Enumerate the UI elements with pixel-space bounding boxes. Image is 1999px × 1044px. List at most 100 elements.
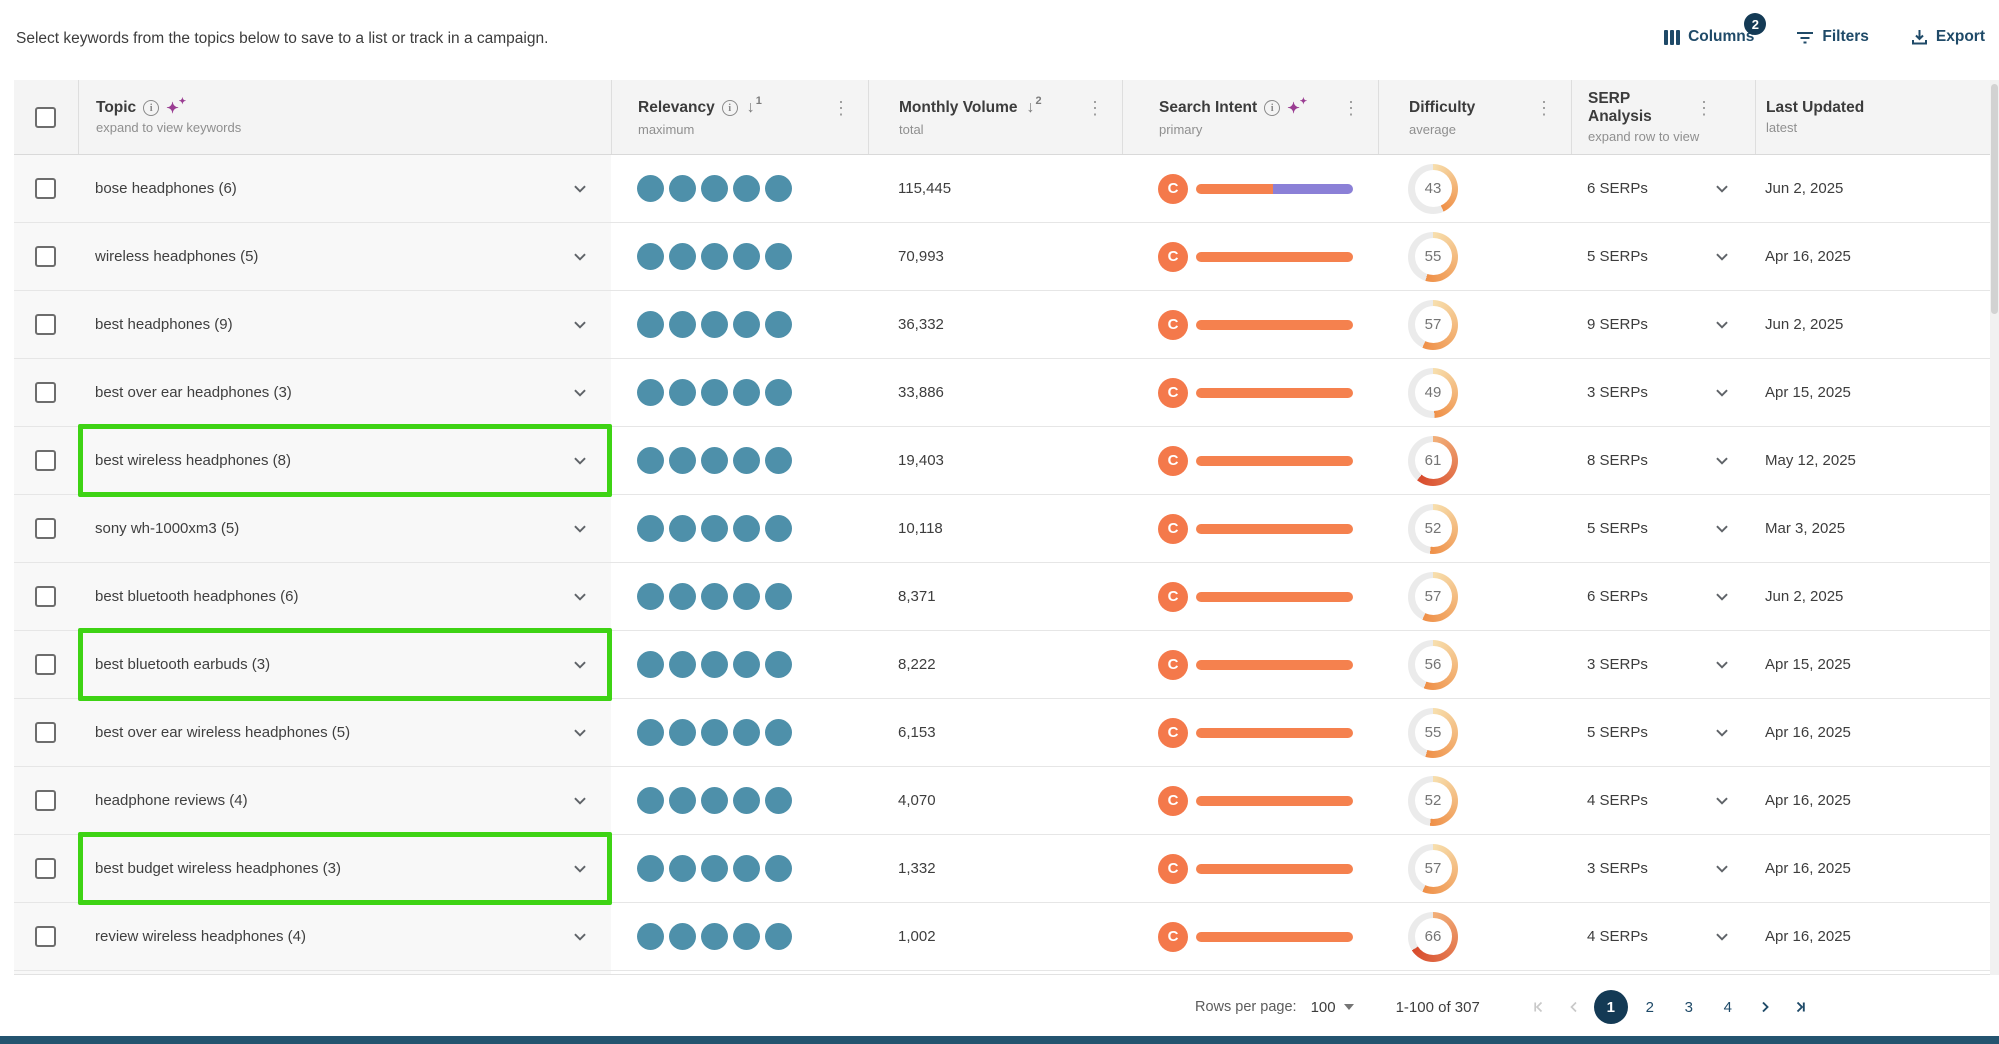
topic-label: best over ear headphones (3) (95, 384, 292, 401)
intro-text: Select keywords from the topics below to… (16, 30, 549, 47)
scrollbar-thumb[interactable] (1991, 84, 1998, 314)
last-updated-value: Jun 2, 2025 (1765, 588, 1844, 605)
columns-button[interactable]: Columns 2 (1664, 13, 1767, 46)
serp-chevron-down-icon[interactable] (1713, 248, 1731, 266)
expand-chevron-down-icon[interactable] (571, 520, 589, 538)
volume-value: 36,332 (898, 316, 944, 333)
first-page-button[interactable] (1524, 992, 1554, 1022)
volume-value: 19,403 (898, 452, 944, 469)
serp-chevron-down-icon[interactable] (1713, 316, 1731, 334)
header-cell-search-intent[interactable]: Search Intent primary (1122, 80, 1378, 154)
last-updated-value: Mar 3, 2025 (1765, 520, 1846, 537)
last-updated-column-label: Last Updated (1766, 99, 1865, 116)
serp-chevron-down-icon[interactable] (1713, 928, 1731, 946)
difficulty-column-label: Difficulty (1409, 99, 1476, 116)
serp-chevron-down-icon[interactable] (1713, 656, 1731, 674)
sort-descending-icon[interactable]: 1 (747, 95, 762, 117)
expand-chevron-down-icon[interactable] (571, 248, 589, 266)
column-menu-icon[interactable] (1342, 98, 1360, 119)
last-updated-value: Jun 2, 2025 (1765, 316, 1844, 333)
relevancy-dots (637, 447, 792, 474)
intent-bar-segment (1196, 387, 1353, 398)
relevancy-dot (669, 515, 696, 542)
last-page-button[interactable] (1785, 992, 1815, 1022)
expand-chevron-down-icon[interactable] (571, 452, 589, 470)
header-cell-last-updated[interactable]: Last Updated latest (1755, 80, 1990, 154)
row-checkbox[interactable] (35, 654, 56, 675)
serp-chevron-down-icon[interactable] (1713, 792, 1731, 810)
sort-descending-icon[interactable]: 2 (1027, 95, 1042, 117)
serp-chevron-down-icon[interactable] (1713, 384, 1731, 402)
column-menu-icon[interactable] (1086, 98, 1104, 119)
page-button-3[interactable]: 3 (1684, 998, 1694, 1016)
last-updated-value: Apr 16, 2025 (1765, 792, 1851, 809)
expand-chevron-down-icon[interactable] (571, 316, 589, 334)
rows-per-page-value: 100 (1310, 998, 1336, 1016)
expand-chevron-down-icon[interactable] (571, 656, 589, 674)
expand-chevron-down-icon[interactable] (571, 860, 589, 878)
expand-chevron-down-icon[interactable] (571, 928, 589, 946)
column-menu-icon[interactable] (1695, 98, 1713, 119)
row-checkbox[interactable] (35, 314, 56, 335)
volume-value: 4,070 (898, 792, 936, 809)
export-button[interactable]: Export (1911, 28, 1985, 46)
serp-chevron-down-icon[interactable] (1713, 860, 1731, 878)
relevancy-dot (765, 311, 792, 338)
row-checkbox[interactable] (35, 858, 56, 879)
row-checkbox[interactable] (35, 790, 56, 811)
row-checkbox[interactable] (35, 518, 56, 539)
prev-page-button[interactable] (1559, 992, 1589, 1022)
intent-bar-segment (1196, 795, 1353, 806)
header-cell-monthly-volume[interactable]: Monthly Volume 2 total (868, 80, 1122, 154)
serp-chevron-down-icon[interactable] (1713, 180, 1731, 198)
page-button-4[interactable]: 4 (1723, 998, 1733, 1016)
serp-chevron-down-icon[interactable] (1713, 724, 1731, 742)
next-page-button[interactable] (1750, 992, 1780, 1022)
row-checkbox[interactable] (35, 722, 56, 743)
page-button-2[interactable]: 2 (1645, 998, 1655, 1016)
header-cell-difficulty[interactable]: Difficulty average (1378, 80, 1571, 154)
serp-chevron-down-icon[interactable] (1713, 520, 1731, 538)
intent-bar-segment (1272, 183, 1353, 194)
row-checkbox[interactable] (35, 178, 56, 199)
expand-chevron-down-icon[interactable] (571, 588, 589, 606)
topic-label: headphone reviews (4) (95, 792, 248, 809)
serp-chevron-down-icon[interactable] (1713, 588, 1731, 606)
row-checkbox[interactable] (35, 382, 56, 403)
last-page-icon (1796, 1001, 1805, 1013)
topic-label: sony wh-1000xm3 (5) (95, 520, 240, 537)
difficulty-ring: 55 (1408, 231, 1458, 282)
expand-chevron-down-icon[interactable] (571, 180, 589, 198)
page-button-1[interactable]: 1 (1593, 990, 1628, 1024)
row-checkbox[interactable] (35, 586, 56, 607)
expand-chevron-down-icon[interactable] (571, 384, 589, 402)
difficulty-ring: 57 (1408, 571, 1458, 622)
volume-value: 115,445 (898, 180, 952, 197)
difficulty-ring: 56 (1408, 639, 1458, 690)
filters-button[interactable]: Filters (1796, 28, 1869, 46)
info-icon[interactable] (1264, 100, 1281, 116)
serp-chevron-down-icon[interactable] (1713, 452, 1731, 470)
expand-chevron-down-icon[interactable] (571, 792, 589, 810)
row-checkbox[interactable] (35, 450, 56, 471)
header-cell-serp-analysis[interactable]: SERP Analysis expand row to view (1571, 80, 1755, 154)
expand-chevron-down-icon[interactable] (571, 724, 589, 742)
rows-per-page-select[interactable]: 100 (1311, 999, 1354, 1016)
serp-count: 4 SERPs (1587, 792, 1648, 809)
info-icon[interactable] (721, 100, 738, 116)
info-icon[interactable] (143, 100, 160, 116)
select-all-checkbox[interactable] (35, 106, 56, 128)
row-checkbox[interactable] (35, 246, 56, 267)
relevancy-dots (637, 787, 792, 814)
column-menu-icon[interactable] (1535, 98, 1553, 119)
relevancy-dot (733, 311, 760, 338)
relevancy-dot (637, 719, 664, 746)
header-cell-relevancy[interactable]: Relevancy 1 maximum (611, 80, 868, 154)
vertical-scrollbar[interactable] (1990, 80, 1999, 975)
row-checkbox[interactable] (35, 926, 56, 947)
relevancy-dot (637, 175, 664, 202)
caret-down-icon (1343, 1004, 1354, 1010)
relevancy-dots (637, 311, 792, 338)
difficulty-value: 55 (1414, 238, 1452, 275)
column-menu-icon[interactable] (832, 98, 850, 119)
